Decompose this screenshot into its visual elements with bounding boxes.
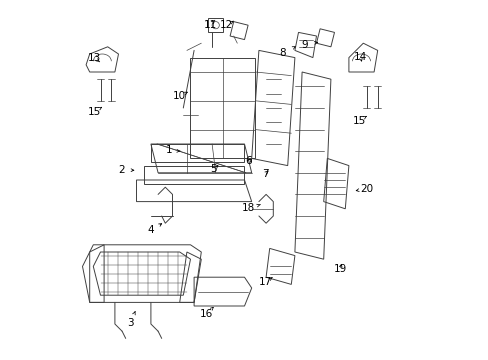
Text: 17: 17	[258, 277, 271, 287]
Text: 15: 15	[87, 107, 101, 117]
Text: 2: 2	[118, 165, 124, 175]
Text: 7: 7	[262, 168, 268, 179]
Text: 6: 6	[245, 156, 252, 166]
Text: 1: 1	[165, 145, 172, 156]
Text: 8: 8	[279, 48, 285, 58]
Text: 4: 4	[147, 225, 154, 235]
Text: 16: 16	[199, 309, 213, 319]
Text: 19: 19	[333, 264, 346, 274]
Text: 12: 12	[220, 20, 233, 30]
Text: 15: 15	[352, 116, 365, 126]
Text: 20: 20	[360, 184, 373, 194]
Text: 5: 5	[210, 164, 216, 174]
Text: 3: 3	[126, 318, 133, 328]
Text: 11: 11	[203, 20, 216, 30]
Text: 9: 9	[301, 40, 307, 50]
Text: 14: 14	[353, 52, 366, 62]
Text: 10: 10	[172, 91, 185, 102]
Text: 13: 13	[87, 53, 101, 63]
Text: 18: 18	[242, 203, 255, 213]
